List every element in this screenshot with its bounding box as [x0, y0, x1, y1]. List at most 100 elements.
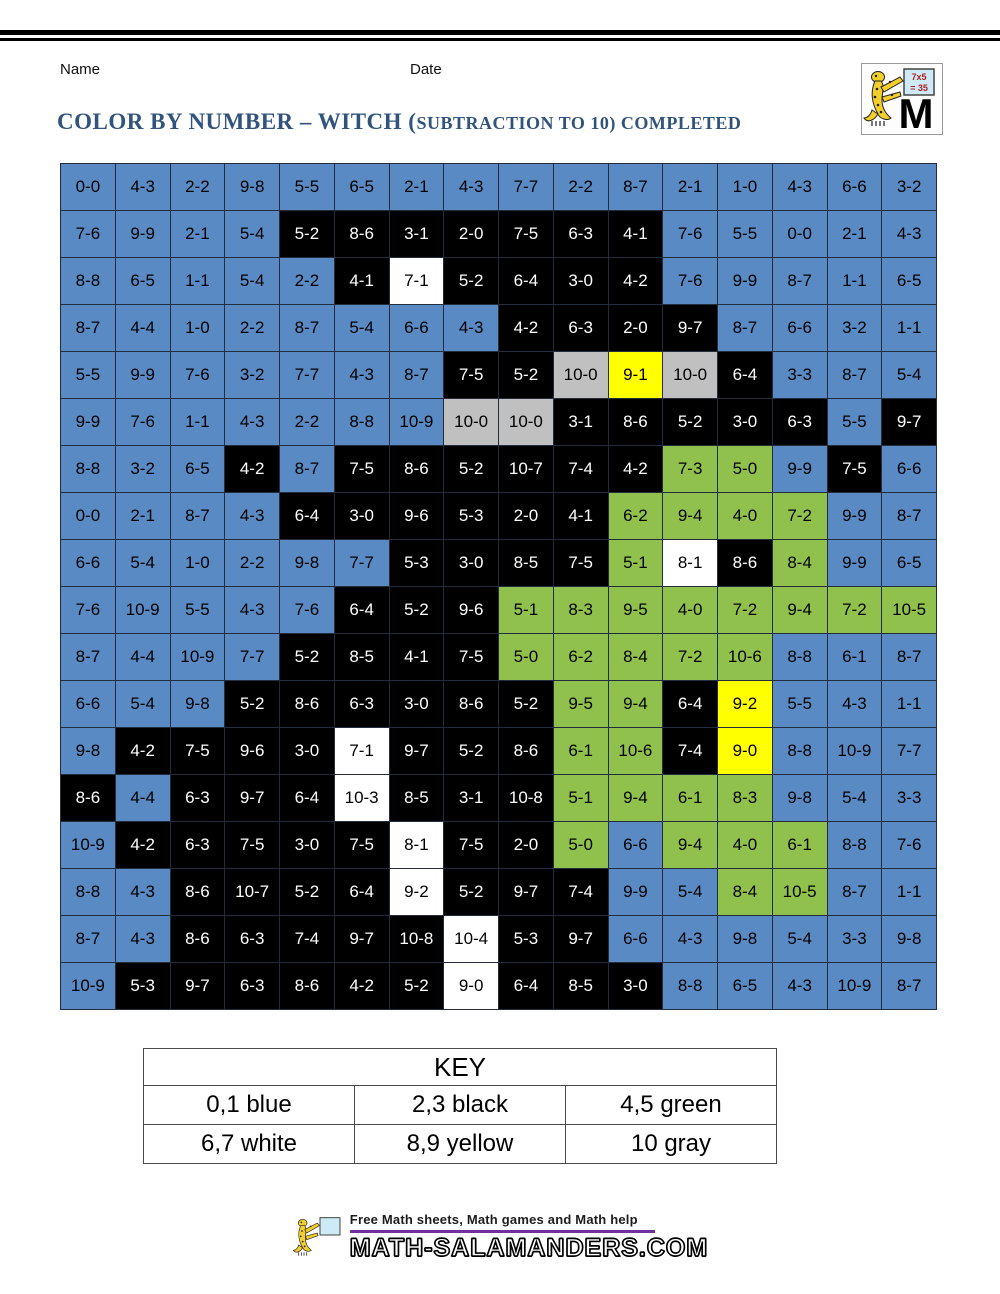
key-entry: 6,7 white: [144, 1125, 355, 1163]
grid-cell: 9-8: [882, 916, 937, 963]
grid-cell: 4-3: [772, 164, 828, 211]
grid-cell: 3-0: [389, 681, 445, 728]
grid-cell: 8-8: [663, 963, 718, 1010]
grid-cell: 1-1: [827, 258, 883, 305]
grid-cell: 5-4: [115, 681, 171, 728]
grid-cell: 9-4: [608, 681, 664, 728]
grid-cell: 9-8: [280, 540, 335, 587]
page-title-main: COLOR BY NUMBER – WITCH (: [57, 109, 417, 134]
grid-cell: 8-6: [280, 681, 335, 728]
grid-cell: 2-2: [280, 258, 335, 305]
grid-cell: 5-0: [718, 446, 773, 493]
grid-cell: 6-2: [553, 634, 609, 681]
grid-cell: 6-1: [663, 775, 718, 822]
grid-cell: 5-0: [553, 822, 609, 869]
grid-cell: 7-7: [334, 540, 390, 587]
grid-cell: 5-2: [444, 869, 499, 916]
grid-cell: 8-8: [334, 399, 390, 446]
grid-cell: 5-5: [827, 399, 883, 446]
grid-cell: 4-3: [882, 211, 937, 258]
grid-cell: 9-9: [115, 352, 171, 399]
grid-cell: 6-4: [280, 493, 335, 540]
grid-cell: 5-5: [280, 164, 335, 211]
grid-cell: 4-3: [772, 963, 828, 1010]
grid-cell: 10-9: [827, 963, 883, 1010]
grid-cell: 5-5: [718, 211, 773, 258]
grid-cell: 3-1: [553, 399, 609, 446]
grid-cell: 9-8: [718, 916, 773, 963]
grid-cell: 9-7: [334, 916, 390, 963]
grid-cell: 8-6: [170, 869, 226, 916]
grid-cell: 9-6: [225, 728, 280, 775]
grid-cell: 8-5: [389, 775, 445, 822]
grid-cell: 7-2: [663, 634, 718, 681]
grid-cell: 5-2: [280, 211, 335, 258]
grid-cell: 8-6: [608, 399, 664, 446]
grid-cell: 9-8: [225, 164, 280, 211]
grid-cell: 4-3: [334, 352, 390, 399]
grid-cell: 7-2: [718, 587, 773, 634]
grid-cell: 8-8: [61, 869, 116, 916]
grid-cell: 3-2: [882, 164, 937, 211]
grid-cell: 9-4: [608, 775, 664, 822]
key-entry: 0,1 blue: [144, 1086, 355, 1124]
grid-cell: 3-3: [772, 352, 828, 399]
grid-cell: 8-7: [61, 916, 116, 963]
name-label: Name: [60, 61, 101, 78]
grid-cell: 9-9: [718, 258, 773, 305]
grid-cell: 9-9: [115, 211, 171, 258]
grid-cell: 0-0: [61, 493, 116, 540]
grid-cell: 4-1: [389, 634, 445, 681]
grid-cell: 7-4: [553, 446, 609, 493]
grid-cell: 8-5: [334, 634, 390, 681]
key-entry: 8,9 yellow: [355, 1125, 566, 1163]
grid-cell: 8-6: [718, 540, 773, 587]
grid-cell: 6-4: [280, 775, 335, 822]
grid-cell: 4-1: [334, 258, 390, 305]
grid-cell: 5-3: [444, 493, 499, 540]
grid-cell: 6-3: [170, 775, 226, 822]
grid-cell: 4-3: [225, 587, 280, 634]
grid-cell: 2-2: [225, 540, 280, 587]
grid-cell: 8-7: [718, 305, 773, 352]
grid-cell: 7-5: [827, 446, 883, 493]
grid-cell: 4-4: [115, 775, 171, 822]
grid-cell: 2-1: [389, 164, 445, 211]
grid-cell: 9-5: [553, 681, 609, 728]
grid-cell: 8-8: [772, 634, 828, 681]
grid-cell: 5-2: [499, 352, 554, 399]
grid-cell: 2-0: [499, 493, 554, 540]
grid-cell: 9-6: [444, 587, 499, 634]
grid-cell: 4-1: [608, 211, 664, 258]
grid-cell: 1-0: [170, 305, 226, 352]
grid-cell: 10-9: [389, 399, 445, 446]
grid-cell: 8-7: [827, 869, 883, 916]
math-salamanders-logo: 7x5 = 35 M: [861, 63, 943, 137]
grid-cell: 6-3: [553, 305, 609, 352]
grid-cell: 8-6: [499, 728, 554, 775]
grid-cell: 8-1: [663, 540, 718, 587]
grid-cell: 5-2: [389, 587, 445, 634]
grid-cell: 6-5: [334, 164, 390, 211]
grid-cell: 3-2: [225, 352, 280, 399]
grid-cell: 5-4: [663, 869, 718, 916]
grid-cell: 4-2: [499, 305, 554, 352]
grid-cell: 9-8: [170, 681, 226, 728]
key-title: KEY: [144, 1049, 776, 1086]
grid-cell: 3-1: [444, 775, 499, 822]
grid-cell: 2-2: [170, 164, 226, 211]
grid-cell: 7-6: [61, 211, 116, 258]
grid-cell: 1-1: [882, 681, 937, 728]
grid-cell: 8-4: [608, 634, 664, 681]
grid-cell: 3-0: [553, 258, 609, 305]
grid-cell: 7-5: [553, 540, 609, 587]
grid-cell: 1-1: [170, 258, 226, 305]
grid-cell: 10-3: [334, 775, 390, 822]
grid-cell: 7-2: [772, 493, 828, 540]
grid-cell: 10-6: [718, 634, 773, 681]
grid-cell: 9-9: [772, 446, 828, 493]
grid-cell: 3-0: [334, 493, 390, 540]
grid-cell: 8-6: [170, 916, 226, 963]
svg-text:M: M: [899, 90, 934, 132]
